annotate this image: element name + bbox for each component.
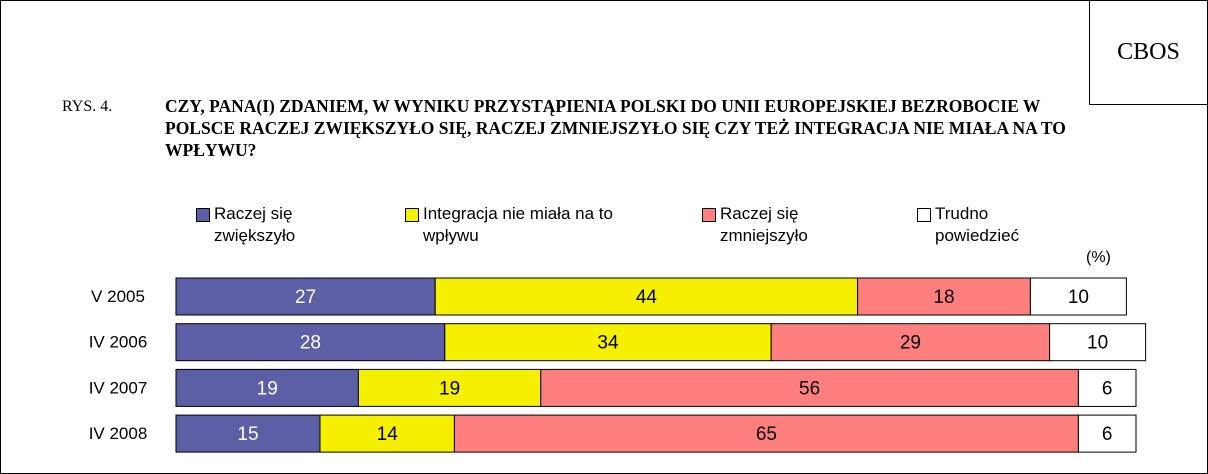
legend-label: Raczej się zmniejszyło xyxy=(720,204,808,245)
bar-segment xyxy=(1029,277,1127,316)
bar-segment xyxy=(175,368,359,407)
bar-segment xyxy=(857,277,1031,316)
bar-segment xyxy=(1049,323,1147,362)
data-label: 10 xyxy=(1068,287,1089,308)
legend-swatch xyxy=(702,208,716,222)
bar-segment xyxy=(1077,368,1137,407)
data-label: 29 xyxy=(900,333,921,354)
data-label: 6 xyxy=(1102,378,1113,399)
data-label: 34 xyxy=(597,333,619,354)
data-label: 28 xyxy=(300,333,321,354)
legend-label: Trudno powiedzieć xyxy=(935,204,1020,245)
category-label: IV 2007 xyxy=(89,378,148,397)
unit-label: (%) xyxy=(1086,249,1111,266)
data-label: 18 xyxy=(933,287,954,308)
bar-segment xyxy=(319,414,455,453)
bar-segment xyxy=(540,368,1079,407)
category-label: IV 2006 xyxy=(89,333,148,352)
legend-label: Raczej się zwiększyło xyxy=(214,204,296,245)
legend-label: Integracja nie miała na to wpływu xyxy=(423,204,613,245)
category-label: V 2005 xyxy=(91,287,145,306)
bar-segment xyxy=(175,277,436,316)
data-label: 44 xyxy=(636,287,658,308)
data-label: 27 xyxy=(295,287,316,308)
figure-label: RYS. 4. xyxy=(62,98,113,115)
data-label: 14 xyxy=(377,424,399,445)
data-label: 19 xyxy=(439,378,460,399)
bar-segment xyxy=(453,414,1079,453)
bar-segment xyxy=(770,323,1051,362)
data-label: 6 xyxy=(1102,424,1113,445)
source-box: CBOS xyxy=(1089,0,1208,105)
bar-segment xyxy=(175,323,446,362)
data-label: 10 xyxy=(1087,333,1108,354)
legend-swatch xyxy=(405,208,419,222)
data-label: 15 xyxy=(237,424,258,445)
data-label: 65 xyxy=(756,424,777,445)
category-label: IV 2008 xyxy=(89,424,148,443)
data-label: 19 xyxy=(257,378,278,399)
bar-segment xyxy=(1077,414,1137,453)
bar-segment xyxy=(444,323,772,362)
data-label: 56 xyxy=(799,378,820,399)
legend-swatch xyxy=(196,208,210,222)
legend-swatch xyxy=(917,208,931,222)
bar-segment xyxy=(357,368,542,407)
chart-title: CZY, PANA(I) ZDANIEM, W WYNIKU PRZYSTĄPI… xyxy=(165,96,1066,160)
